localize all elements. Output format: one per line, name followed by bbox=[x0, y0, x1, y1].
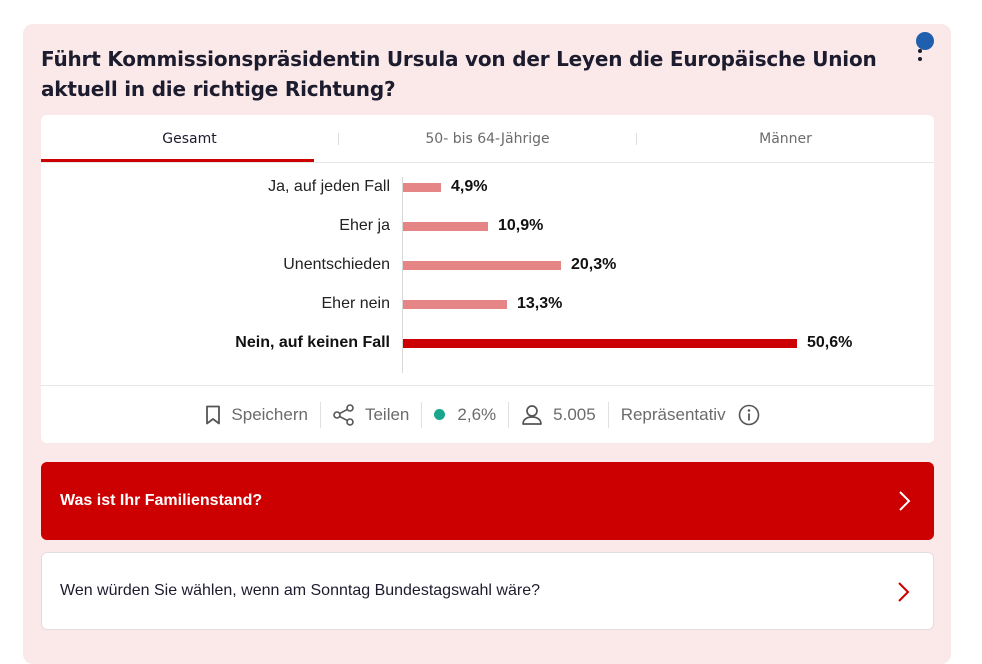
poll-question: Führt Kommissionspräsidentin Ursula von … bbox=[41, 47, 877, 101]
bar-label: Eher ja bbox=[339, 217, 390, 234]
save-label: Speichern bbox=[231, 404, 308, 424]
bar bbox=[403, 339, 797, 348]
share-label: Teilen bbox=[364, 404, 410, 424]
bookmark-icon bbox=[206, 405, 221, 424]
tab-divider bbox=[338, 133, 339, 145]
margin-value: 2,6% bbox=[457, 404, 497, 424]
chevron-right-icon bbox=[898, 582, 910, 602]
bar bbox=[403, 183, 441, 192]
action-divider bbox=[508, 401, 510, 428]
action-bar: Speichern Teilen 2,6% 5.005 Repräsentati… bbox=[41, 385, 934, 443]
respondents-value: 5.005 bbox=[553, 404, 596, 424]
results-panel: Gesamt 50- bis 64-Jährige Männer Ja, auf… bbox=[41, 115, 934, 443]
tab-divider bbox=[636, 133, 637, 145]
related-question-label: Wen würden Sie wählen, wenn am Sonntag B… bbox=[60, 582, 540, 599]
tab-bar: Gesamt 50- bis 64-Jährige Männer bbox=[41, 115, 934, 163]
tab-label: 50- bis 64-Jährige bbox=[425, 131, 550, 147]
bar-value-label: 20,3% bbox=[571, 256, 617, 273]
related-question-button[interactable]: Wen würden Sie wählen, wenn am Sonntag B… bbox=[41, 552, 934, 630]
representative-info[interactable]: Repräsentativ bbox=[609, 402, 782, 428]
action-divider bbox=[421, 401, 423, 428]
bar-value-label: 10,9% bbox=[498, 217, 544, 234]
more-options-icon[interactable] bbox=[916, 49, 924, 71]
bar bbox=[403, 261, 561, 270]
save-button[interactable]: Speichern bbox=[193, 402, 320, 428]
margin-of-error: 2,6% bbox=[422, 402, 508, 428]
status-dot-icon bbox=[434, 409, 446, 420]
bar-value-label: 50,6% bbox=[807, 334, 853, 351]
share-icon bbox=[333, 403, 354, 426]
bar-value-label: 13,3% bbox=[517, 295, 563, 312]
chart-axis bbox=[402, 177, 403, 373]
bar bbox=[403, 300, 507, 309]
respondent-count: 5.005 bbox=[509, 402, 608, 428]
info-icon bbox=[738, 404, 759, 425]
bar-label: Nein, auf keinen Fall bbox=[235, 334, 390, 351]
chevron-right-icon bbox=[899, 491, 911, 511]
active-tab-indicator bbox=[41, 159, 314, 162]
action-divider bbox=[319, 401, 321, 428]
tab-label: Männer bbox=[759, 131, 812, 147]
next-question-button[interactable]: Was ist Ihr Familienstand? bbox=[41, 462, 934, 540]
next-question-label: Was ist Ihr Familienstand? bbox=[60, 492, 263, 509]
action-divider bbox=[607, 401, 609, 428]
tab-label: Gesamt bbox=[162, 131, 217, 147]
user-icon bbox=[522, 404, 542, 425]
bar-value-label: 4,9% bbox=[451, 178, 488, 195]
tab-50-64[interactable]: 50- bis 64-Jährige bbox=[339, 115, 636, 163]
bar bbox=[403, 222, 488, 231]
poll-card: Führt Kommissionspräsidentin Ursula von … bbox=[23, 24, 951, 664]
results-chart: Ja, auf jeden Fall 4,9% Eher ja 10,9% Unents… bbox=[41, 163, 934, 385]
notification-dot bbox=[916, 32, 934, 50]
bar-label: Eher nein bbox=[321, 295, 391, 312]
representative-label: Repräsentativ bbox=[620, 404, 726, 424]
share-button[interactable]: Teilen bbox=[321, 402, 421, 428]
bar-label: Unentschieden bbox=[283, 256, 390, 273]
tab-gesamt[interactable]: Gesamt bbox=[41, 115, 338, 163]
bar-label: Ja, auf jeden Fall bbox=[268, 178, 390, 195]
tab-maenner[interactable]: Männer bbox=[637, 115, 934, 163]
